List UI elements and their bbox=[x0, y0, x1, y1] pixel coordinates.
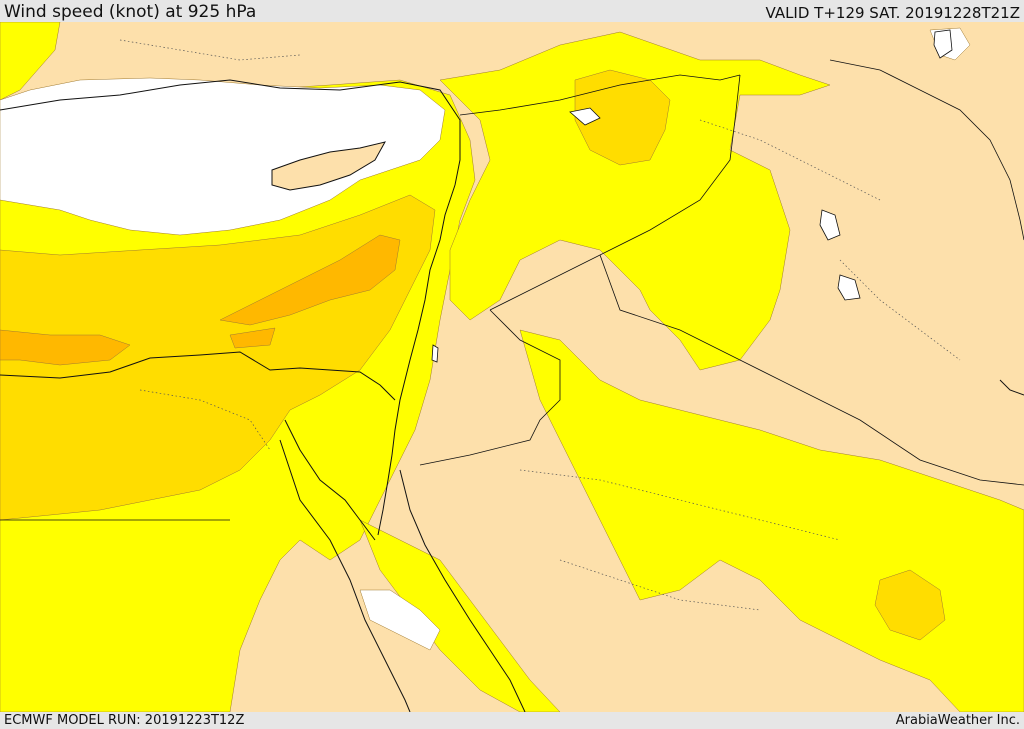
coast-cyprus bbox=[271, 141, 386, 191]
band-fresh-se bbox=[874, 569, 946, 641]
wind-speed-map bbox=[0, 22, 1024, 712]
lake-razazza bbox=[837, 274, 861, 301]
lake-van bbox=[933, 29, 953, 59]
band-strong bbox=[219, 234, 401, 326]
province-line-1 bbox=[519, 469, 841, 541]
borders bbox=[0, 59, 1024, 521]
band-strong-sliver bbox=[229, 327, 276, 349]
province-borders bbox=[119, 39, 961, 611]
band-calm-redsea bbox=[359, 589, 441, 651]
coast-redsea-west bbox=[279, 439, 411, 712]
band-moderate-north bbox=[439, 31, 831, 371]
band-calm-north bbox=[0, 77, 446, 236]
border-iraq-saudi bbox=[599, 254, 1024, 486]
map-panel bbox=[0, 22, 1024, 712]
coast-sinai-east bbox=[377, 454, 393, 536]
footer-bar: ECMWF MODEL RUN: 20191223T12Z ArabiaWeat… bbox=[0, 712, 1024, 729]
header-bar: Wind speed (knot) at 925 hPa VALID T+129… bbox=[0, 0, 1024, 22]
border-turkey-syria bbox=[459, 74, 741, 116]
lake-tharthar bbox=[819, 209, 841, 241]
coast-redsea-east bbox=[399, 469, 526, 712]
band-strong-left bbox=[0, 329, 131, 366]
coastlines bbox=[0, 79, 1024, 712]
coast-gulf bbox=[999, 379, 1024, 396]
border-jordan-saudi bbox=[419, 309, 561, 466]
model-run: ECMWF MODEL RUN: 20191223T12Z bbox=[4, 713, 245, 728]
lake-assad bbox=[569, 107, 601, 126]
province-line-4 bbox=[139, 389, 271, 451]
province-line-3 bbox=[699, 119, 881, 201]
coast-turkey-south bbox=[0, 79, 461, 186]
border-syria-iraq bbox=[489, 74, 741, 311]
valid-time: VALID T+129 SAT. 20191228T21Z bbox=[765, 4, 1020, 22]
coast-levant bbox=[391, 184, 456, 456]
band-fresh-syria bbox=[574, 69, 671, 166]
credit: ArabiaWeather Inc. bbox=[895, 713, 1020, 728]
border-iran-iraq bbox=[829, 59, 1024, 241]
coast-sinai-west bbox=[284, 419, 376, 541]
lake-dead-sea bbox=[431, 344, 439, 363]
lakes bbox=[431, 29, 953, 363]
province-line-5 bbox=[839, 259, 961, 361]
map-title: Wind speed (knot) at 925 hPa bbox=[4, 2, 257, 22]
coast-egypt-north bbox=[0, 351, 396, 401]
